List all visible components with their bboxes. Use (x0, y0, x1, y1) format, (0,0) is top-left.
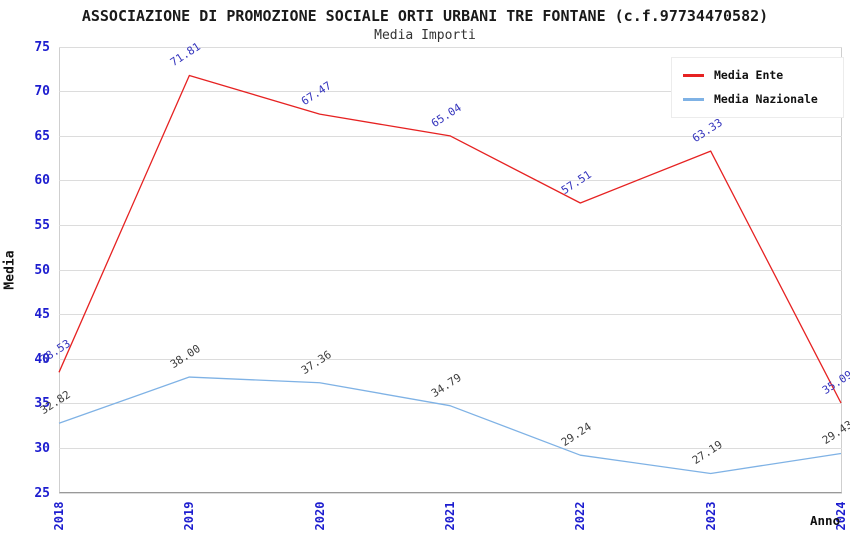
gridline (59, 91, 842, 93)
chart-subtitle: Media Importi (374, 28, 476, 43)
gridline (59, 46, 842, 48)
legend-swatch-icon (683, 97, 704, 101)
y-tick-label: 70 (34, 84, 50, 100)
x-axis-title: Anno (810, 513, 841, 528)
y-tick-label: 25 (34, 485, 50, 501)
legend-swatch-icon (683, 73, 704, 77)
y-tick-label: 50 (34, 262, 50, 278)
legend-label: Media Nazionale (714, 92, 818, 106)
y-tick-label: 45 (34, 307, 50, 323)
y-tick-label: 35 (34, 396, 50, 412)
y-tick-label: 60 (34, 173, 50, 189)
gridline (59, 447, 842, 449)
series-line-media-nazionale (58, 376, 842, 475)
y-tick-label: 55 (34, 217, 50, 233)
y-tick-label: 75 (34, 39, 50, 55)
gridline (59, 224, 842, 226)
y-tick-label: 65 (34, 128, 50, 144)
gridline (59, 492, 842, 494)
gridline (59, 403, 842, 405)
legend-item: Media Nazionale (672, 87, 843, 111)
legend-item: Media Ente (672, 63, 843, 87)
chart-title: ASSOCIAZIONE DI PROMOZIONE SOCIALE ORTI … (81, 7, 769, 25)
legend: Media Ente Media Nazionale (671, 57, 844, 118)
legend-label: Media Ente (714, 68, 784, 82)
gridline (59, 314, 842, 316)
series-line-media-ente (58, 74, 842, 404)
y-tick-label: 40 (34, 351, 50, 367)
gridline (59, 358, 842, 360)
gridline (59, 269, 842, 271)
gridline (59, 180, 842, 182)
y-tick-label: 30 (34, 440, 50, 456)
